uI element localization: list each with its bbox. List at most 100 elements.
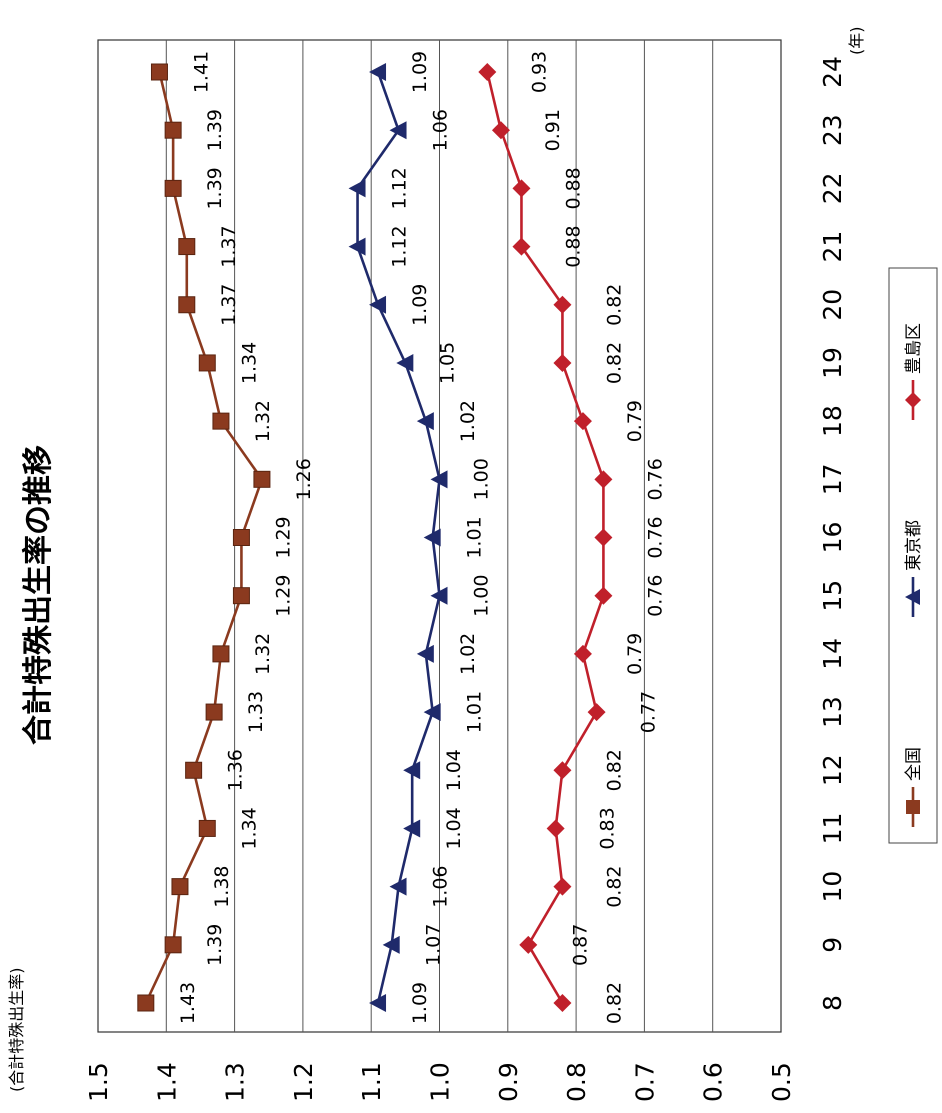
y-tick-label: 0.5 (767, 1062, 796, 1102)
data-point-marker (253, 470, 271, 488)
data-label: 1.00 (471, 575, 493, 617)
data-labels: 1.431.391.381.341.361.331.321.291.291.26… (177, 51, 667, 1024)
data-label: 0.82 (603, 342, 625, 384)
data-point-marker (478, 63, 497, 81)
data-label: 1.34 (238, 342, 260, 384)
data-point-marker (137, 994, 155, 1012)
data-point-marker (403, 761, 421, 780)
data-point-marker (389, 877, 407, 896)
data-point-marker (212, 412, 230, 430)
data-label: 1.07 (423, 924, 445, 966)
data-point-marker (205, 703, 223, 721)
legend-box (888, 267, 938, 844)
y-tick-labels: 1.5 1.4 1.3 1.2 1.1 1.0 0.9 0.8 0.7 0.6 0.5 (84, 1062, 796, 1102)
data-label: 0.79 (624, 400, 646, 442)
data-label: 1.34 (238, 807, 260, 849)
data-point-marker (512, 179, 531, 198)
data-point-marker (423, 703, 441, 722)
data-point-marker (573, 644, 592, 663)
data-label: 0.93 (528, 51, 550, 93)
data-label: 0.82 (603, 982, 625, 1024)
data-label: 1.39 (204, 924, 226, 966)
x-tick-label: 23 (818, 114, 847, 146)
data-point-marker (594, 586, 613, 605)
data-label: 0.91 (542, 109, 564, 151)
x-tick-label: 22 (818, 172, 847, 204)
data-point-marker (423, 528, 441, 547)
data-point-marker (430, 470, 448, 489)
data-label: 1.39 (204, 167, 226, 209)
data-label: 0.87 (569, 924, 591, 966)
data-point-marker (553, 353, 572, 372)
legend-label: 全国 (904, 747, 924, 781)
data-label: 0.82 (603, 865, 625, 907)
data-point-marker (491, 121, 510, 140)
data-point-marker (382, 935, 400, 954)
x-tick-label: 15 (818, 580, 847, 612)
data-point-marker (389, 121, 407, 140)
data-point-marker (212, 645, 230, 663)
data-label: 1.09 (409, 284, 431, 326)
data-label: 0.79 (624, 633, 646, 675)
x-tick-label: 14 (818, 638, 847, 670)
data-label: 0.82 (603, 284, 625, 326)
data-point-marker (546, 819, 565, 838)
data-label: 1.02 (457, 633, 479, 675)
data-label: 1.39 (204, 109, 226, 151)
data-label: 1.12 (389, 167, 411, 209)
data-label: 1.04 (443, 749, 465, 791)
x-tick-label: 19 (818, 347, 847, 379)
data-point-marker (553, 877, 572, 896)
data-point-marker (348, 237, 366, 256)
data-label: 1.01 (464, 516, 486, 558)
data-point-marker (553, 295, 572, 314)
x-tick-labels: 8 9 10 11 12 13 14 15 16 17 18 19 20 21 22 23 24 (818, 56, 847, 1011)
data-label: 1.38 (211, 865, 233, 907)
x-tick-label: 11 (818, 813, 847, 845)
x-tick-label: 13 (818, 696, 847, 728)
data-point-marker (348, 179, 366, 198)
legend-marker (906, 800, 920, 814)
data-label: 1.01 (464, 691, 486, 733)
data-label: 1.09 (409, 982, 431, 1024)
x-tick-label: 21 (818, 231, 847, 263)
data-point-marker (164, 121, 182, 139)
legend-marker (905, 392, 921, 408)
y-tick-label: 1.0 (426, 1062, 455, 1102)
x-tick-label: 8 (818, 995, 847, 1011)
data-label: 0.76 (644, 575, 666, 617)
data-label: 1.36 (225, 749, 247, 791)
data-label: 1.05 (436, 342, 458, 384)
data-point-marker (553, 994, 572, 1012)
x-tick-label: 12 (818, 754, 847, 786)
data-point-marker (594, 528, 613, 547)
data-point-marker (178, 238, 196, 256)
data-point-marker (150, 63, 168, 81)
data-point-marker (164, 936, 182, 954)
data-label: 0.82 (603, 749, 625, 791)
legend-label: 東京都 (904, 520, 924, 571)
data-point-marker (594, 470, 613, 489)
data-label: 1.00 (471, 458, 493, 500)
data-point-marker (369, 63, 387, 81)
y-tick-label: 1.3 (221, 1062, 250, 1102)
y-tick-label: 1.1 (357, 1062, 386, 1102)
y-tick-label: 0.9 (494, 1062, 523, 1102)
data-label: 1.32 (252, 400, 274, 442)
x-tick-label: 24 (818, 56, 847, 88)
x-tick-label: 16 (818, 522, 847, 554)
data-point-marker (369, 994, 387, 1012)
y-tick-label: 1.4 (152, 1062, 181, 1102)
data-point-marker (232, 587, 250, 605)
x-tick-label: 17 (818, 463, 847, 495)
y-tick-label: 1.2 (289, 1062, 318, 1102)
data-label: 1.32 (252, 633, 274, 675)
data-point-marker (416, 644, 434, 663)
y-tick-label: 0.6 (699, 1062, 728, 1102)
data-label: 1.04 (443, 807, 465, 849)
data-label: 1.06 (430, 109, 452, 151)
data-point-marker (171, 878, 189, 896)
series-group (137, 63, 613, 1012)
data-label: 0.88 (562, 225, 584, 267)
